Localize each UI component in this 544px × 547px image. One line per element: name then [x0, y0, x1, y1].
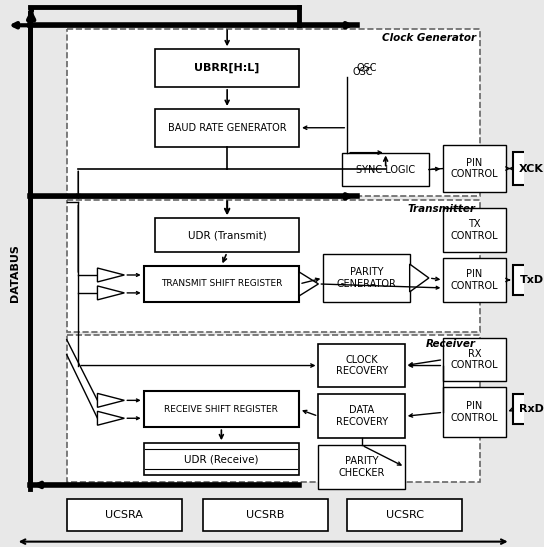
Text: TX
CONTROL: TX CONTROL [450, 219, 498, 241]
Bar [318, 394, 405, 438]
Text: OSC: OSC [352, 67, 373, 77]
Text: UDR (Transmit): UDR (Transmit) [188, 230, 267, 240]
Bar [443, 144, 506, 193]
Text: Receiver: Receiver [426, 339, 476, 348]
Text: RxD: RxD [519, 404, 544, 414]
Bar [67, 29, 480, 196]
Bar [514, 394, 544, 424]
Text: PARITY
CHECKER: PARITY CHECKER [338, 456, 385, 478]
Text: Transmitter: Transmitter [408, 205, 476, 214]
Text: TRANSMIT SHIFT REGISTER: TRANSMIT SHIFT REGISTER [160, 280, 282, 288]
Text: UCSRA: UCSRA [106, 510, 143, 520]
Text: PIN
CONTROL: PIN CONTROL [450, 158, 498, 179]
Text: PIN
CONTROL: PIN CONTROL [450, 401, 498, 423]
Bar [155, 49, 299, 87]
Text: UBRR[H:L]: UBRR[H:L] [194, 63, 260, 73]
Bar [144, 392, 299, 427]
Polygon shape [97, 286, 125, 300]
Polygon shape [97, 411, 125, 425]
Text: PARITY
GENERATOR: PARITY GENERATOR [337, 267, 397, 289]
Text: RX
CONTROL: RX CONTROL [450, 349, 498, 370]
Text: BAUD RATE GENERATOR: BAUD RATE GENERATOR [168, 123, 287, 133]
Text: UDR (Receive): UDR (Receive) [184, 454, 258, 464]
Text: DATABUS: DATABUS [10, 245, 20, 302]
Text: CLOCK
RECOVERY: CLOCK RECOVERY [336, 355, 388, 376]
Polygon shape [97, 393, 125, 408]
Bar [318, 344, 405, 387]
Text: DATA
RECOVERY: DATA RECOVERY [336, 405, 388, 427]
Text: TxD: TxD [520, 275, 543, 285]
Bar [342, 153, 429, 187]
Text: Clock Generator: Clock Generator [382, 33, 476, 43]
Text: OSC: OSC [357, 63, 378, 73]
Bar [443, 258, 506, 302]
Bar [144, 443, 299, 475]
Text: RECEIVE SHIFT REGISTER: RECEIVE SHIFT REGISTER [164, 405, 279, 414]
Bar [155, 218, 299, 252]
Polygon shape [299, 272, 318, 296]
Bar [67, 335, 480, 482]
Bar [443, 387, 506, 437]
Bar [323, 254, 410, 302]
Bar [514, 152, 544, 185]
Polygon shape [410, 264, 429, 292]
Bar [347, 499, 462, 531]
Text: UCSRB: UCSRB [246, 510, 285, 520]
Bar [144, 266, 299, 302]
Text: UCSRC: UCSRC [386, 510, 424, 520]
Bar [443, 208, 506, 252]
Text: SYNC LOGIC: SYNC LOGIC [356, 165, 415, 174]
Polygon shape [97, 268, 125, 282]
Bar [155, 109, 299, 147]
Bar [67, 200, 480, 331]
Bar [203, 499, 328, 531]
Text: PIN
CONTROL: PIN CONTROL [450, 269, 498, 291]
Bar [67, 499, 182, 531]
Text: XCK: XCK [519, 164, 544, 173]
Bar [514, 265, 544, 295]
Bar [443, 337, 506, 381]
Bar [318, 445, 405, 489]
